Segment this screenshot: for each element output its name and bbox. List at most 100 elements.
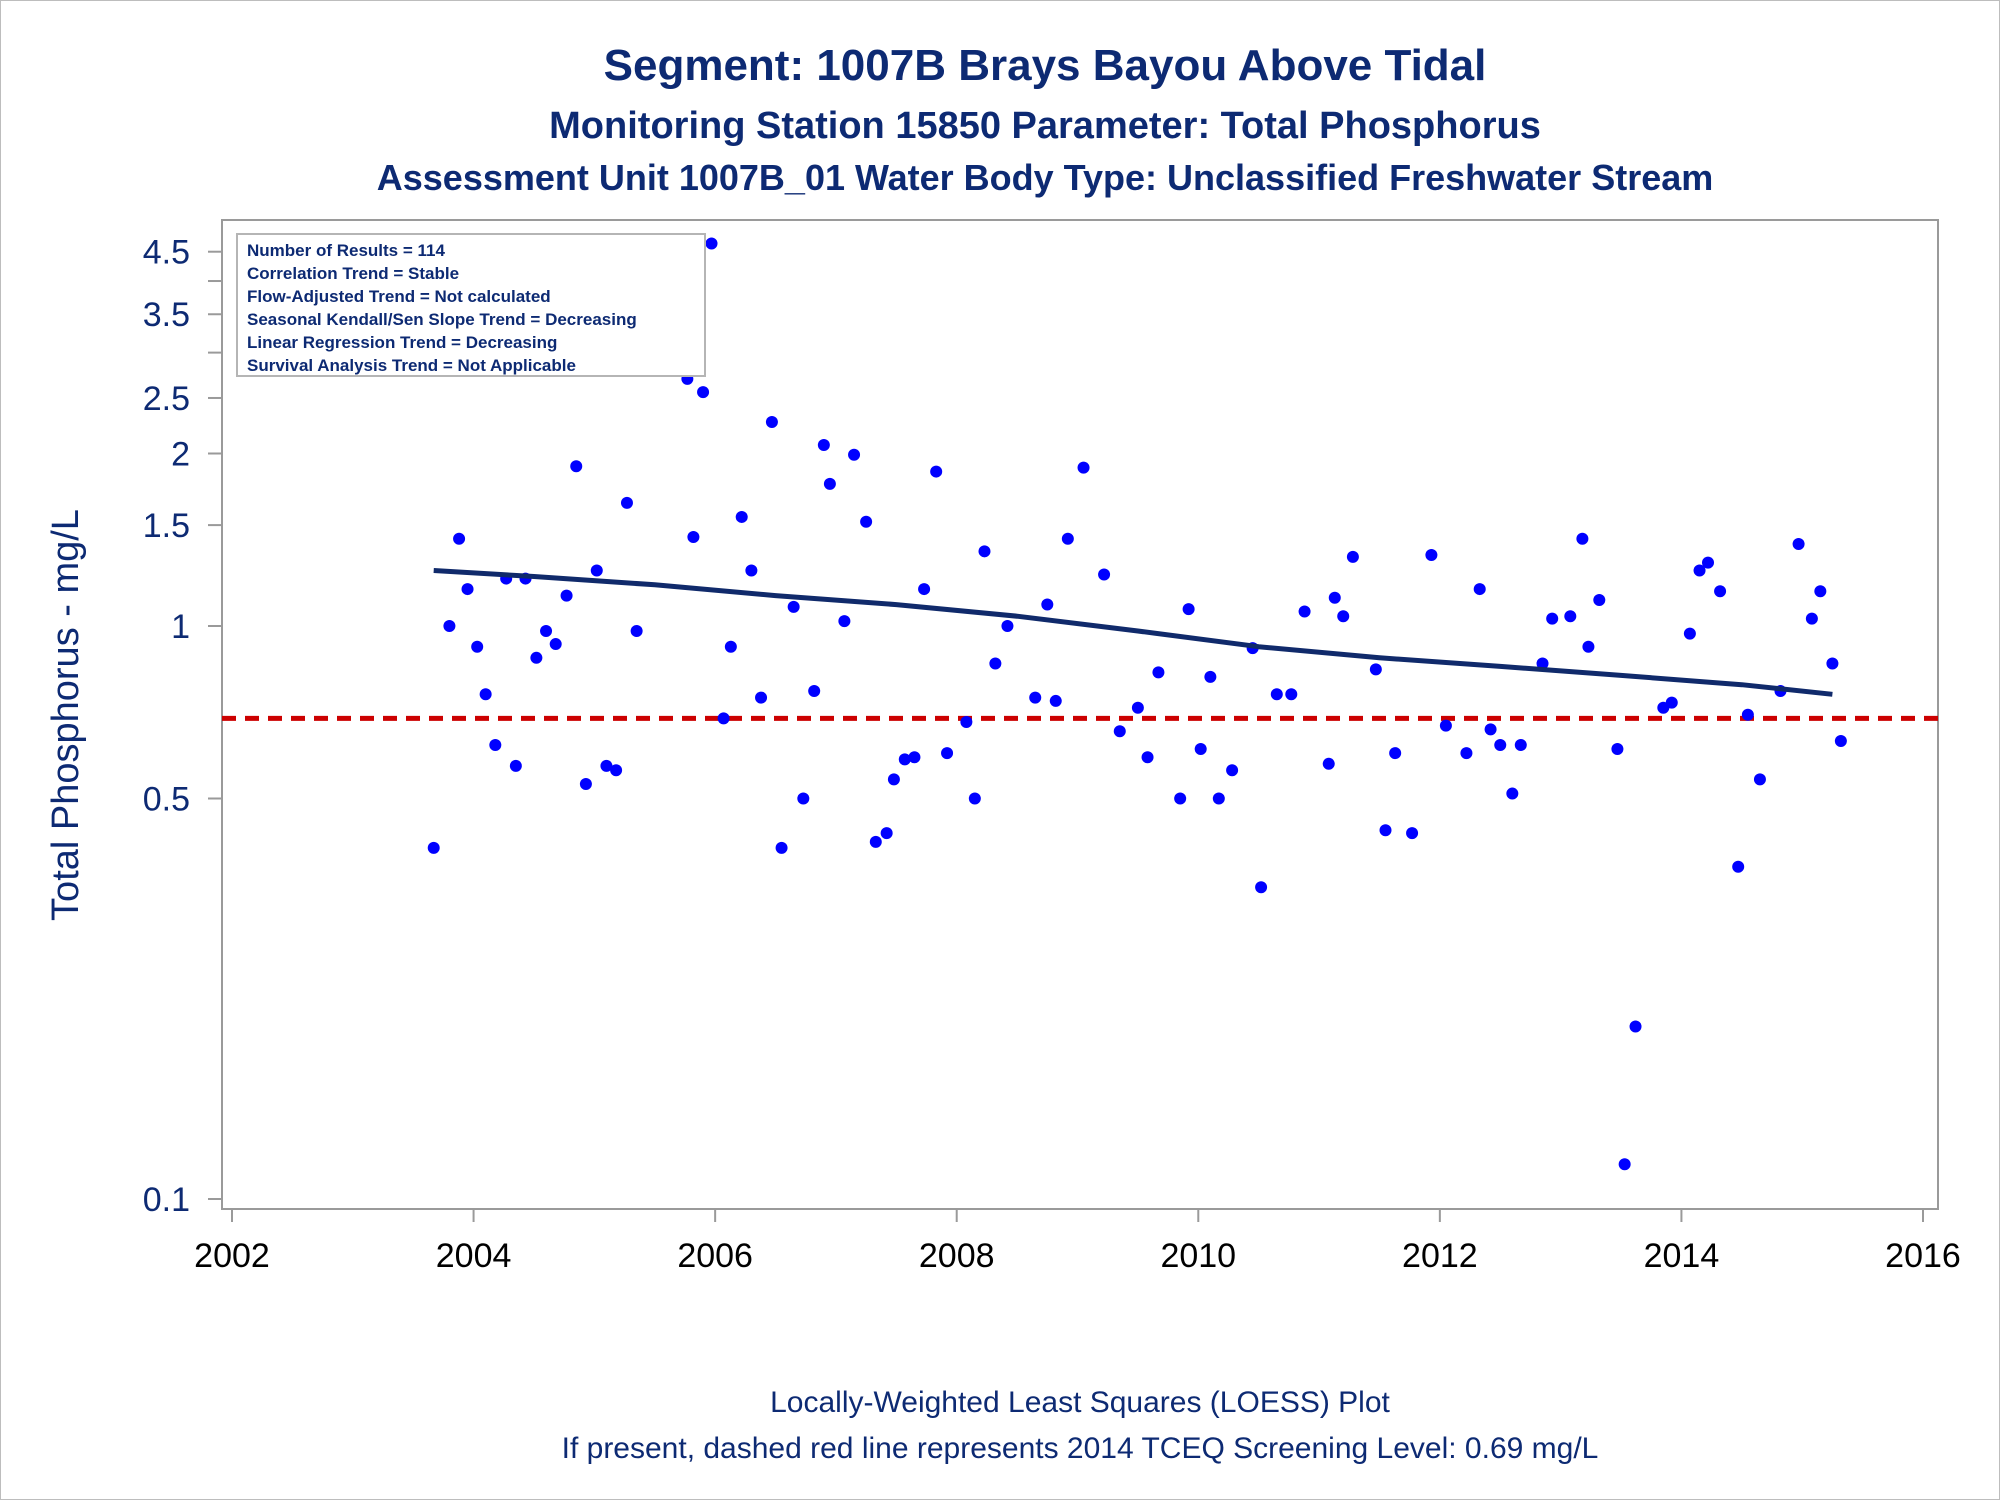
y-tick-label: 0.5 [143, 780, 190, 818]
data-point [1714, 585, 1727, 598]
data-point [717, 712, 730, 725]
stats-line: Number of Results = 114 [247, 241, 445, 260]
data-point [775, 841, 788, 854]
data-point [620, 496, 633, 509]
data-point [1212, 792, 1225, 805]
data-point [1506, 787, 1519, 800]
data-point [630, 625, 643, 638]
data-point [755, 691, 768, 704]
data-point [880, 827, 893, 840]
data-point [1298, 605, 1311, 618]
data-point [1346, 550, 1359, 563]
data-point [1564, 610, 1577, 623]
data-point [1369, 663, 1382, 676]
data-point [1439, 719, 1452, 732]
data-point [1406, 827, 1419, 840]
data-point [1255, 881, 1268, 894]
y-tick-label: 2.5 [143, 380, 190, 418]
data-point [1152, 666, 1165, 679]
data-point [579, 777, 592, 790]
data-point [1174, 792, 1187, 805]
chart-title: Segment: 1007B Brays Bayou Above Tidal [604, 41, 1487, 90]
data-point [817, 438, 830, 451]
y-tick-label: 3.5 [143, 296, 190, 334]
stats-line: Linear Regression Trend = Decreasing [247, 333, 557, 352]
data-point [960, 715, 973, 728]
y-axis-label: Total Phosphorus - mg/L [45, 509, 87, 921]
data-point [1029, 691, 1042, 704]
data-point [1141, 751, 1154, 764]
data-point [930, 465, 943, 478]
data-point [489, 738, 502, 751]
data-point [1061, 532, 1074, 545]
data-point [600, 759, 613, 772]
footnote-method: Locally-Weighted Least Squares (LOESS) P… [770, 1386, 1390, 1419]
y-axis: 0.1 0.5 1 1.5 2 2.5 3.5 4.5 [143, 234, 222, 1219]
x-axis: 2002 2004 2006 2008 2010 2012 2014 2016 [194, 1209, 1961, 1275]
data-point [1113, 725, 1126, 738]
data-point [479, 688, 492, 701]
data-point [1204, 670, 1217, 683]
data-point [453, 532, 466, 545]
data-point [869, 835, 882, 848]
x-tick-label: 2002 [194, 1237, 270, 1275]
y-tick-label: 1.5 [143, 507, 190, 545]
data-point [968, 792, 981, 805]
data-point [427, 841, 440, 854]
data-point [724, 640, 737, 653]
data-point [570, 460, 583, 473]
chart-subtitle-2: Assessment Unit 1007B_01 Water Body Type… [377, 157, 1714, 198]
stats-box [236, 233, 706, 377]
data-point [765, 415, 778, 428]
data-point [1389, 747, 1402, 760]
data-point [797, 792, 810, 805]
data-point [1425, 549, 1438, 562]
y-tick-label: 2 [171, 436, 190, 474]
data-point [1049, 694, 1062, 707]
data-point [1379, 824, 1392, 837]
data-point [1484, 723, 1497, 736]
data-point [1001, 620, 1014, 632]
data-point [1337, 610, 1350, 623]
data-point [887, 773, 900, 786]
data-point [1226, 764, 1239, 777]
x-tick-label: 2010 [1160, 1237, 1236, 1275]
data-point [838, 615, 851, 628]
data-point [1792, 538, 1805, 551]
chart-subtitle: Monitoring Station 15850 Parameter: Tota… [549, 105, 1541, 147]
data-point [471, 640, 484, 653]
data-point [1328, 591, 1341, 604]
stats-line: Flow-Adjusted Trend = Not calculated [247, 287, 551, 306]
data-point [1702, 556, 1715, 569]
data-point [1098, 568, 1111, 581]
loess-trend [433, 568, 1833, 697]
stats-line: Survival Analysis Trend = Not Applicable [247, 356, 576, 375]
x-tick-label: 2014 [1644, 1237, 1720, 1275]
data-points [427, 237, 1847, 1171]
data-point [1514, 738, 1527, 751]
data-point [1753, 773, 1766, 786]
data-point [898, 753, 911, 766]
data-point [848, 448, 861, 461]
data-point [560, 589, 573, 602]
data-point [908, 751, 921, 764]
y-tick-label: 4.5 [143, 234, 190, 272]
data-point [1683, 627, 1696, 640]
data-point [787, 600, 800, 613]
data-point [1805, 612, 1818, 625]
data-point [1665, 696, 1678, 709]
data-point [1322, 757, 1335, 770]
data-point [610, 764, 623, 777]
data-point [1629, 1020, 1642, 1033]
loess-trend-line [433, 568, 1833, 697]
data-point [1593, 594, 1606, 607]
data-point [1270, 688, 1283, 701]
y-tick-label: 0.1 [143, 1181, 190, 1219]
x-tick-label: 2008 [919, 1237, 995, 1275]
data-point [989, 657, 1002, 670]
data-point [1194, 743, 1207, 756]
data-point [745, 564, 758, 577]
data-point [1536, 657, 1549, 670]
data-point [1546, 612, 1559, 625]
